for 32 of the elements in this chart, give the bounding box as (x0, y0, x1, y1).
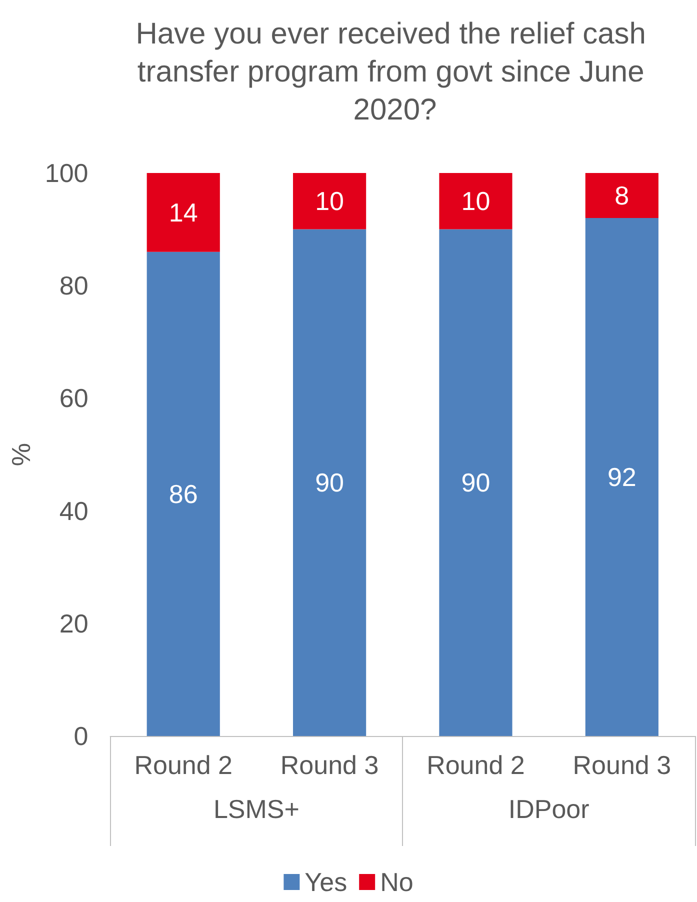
data-label: 8 (614, 180, 630, 211)
text: IDPoor (508, 794, 590, 824)
y-axis-title: % (6, 442, 36, 466)
y-tick-label: 40 (59, 496, 88, 526)
bar (585, 218, 658, 736)
data-label: 10 (461, 186, 490, 216)
y-tick-label: 60 (59, 383, 88, 414)
y-tick-label: 0 (74, 721, 88, 751)
x-tick-label: Round 3 (280, 750, 379, 780)
bar (585, 173, 658, 218)
legend-label: No (380, 867, 414, 897)
y-tick-label: 100 (44, 158, 88, 188)
x-tick-label: Round 2 (426, 750, 525, 780)
text: LSMS+ (213, 794, 300, 824)
data-label: 90 (461, 468, 490, 498)
y-tick-label: 80 (59, 270, 88, 301)
x-tick-label: Round 3 (572, 750, 672, 780)
chart-title: Have you ever received the relief cash transfer program from govt since June 2020? (136, 18, 654, 126)
bar (146, 173, 220, 252)
data-label: 14 (168, 197, 198, 228)
data-label: 10 (315, 186, 344, 216)
x-tick-label: Round 2 (134, 750, 233, 780)
bar (146, 252, 220, 736)
bar (293, 229, 366, 736)
data-label: 92 (607, 462, 636, 492)
data-label: 90 (315, 468, 344, 498)
bar (439, 173, 512, 230)
legend-label: Yes (304, 867, 348, 897)
y-tick-label: 20 (59, 608, 88, 638)
bar (439, 229, 512, 736)
data-label: 86 (168, 478, 198, 509)
bar (293, 173, 366, 230)
